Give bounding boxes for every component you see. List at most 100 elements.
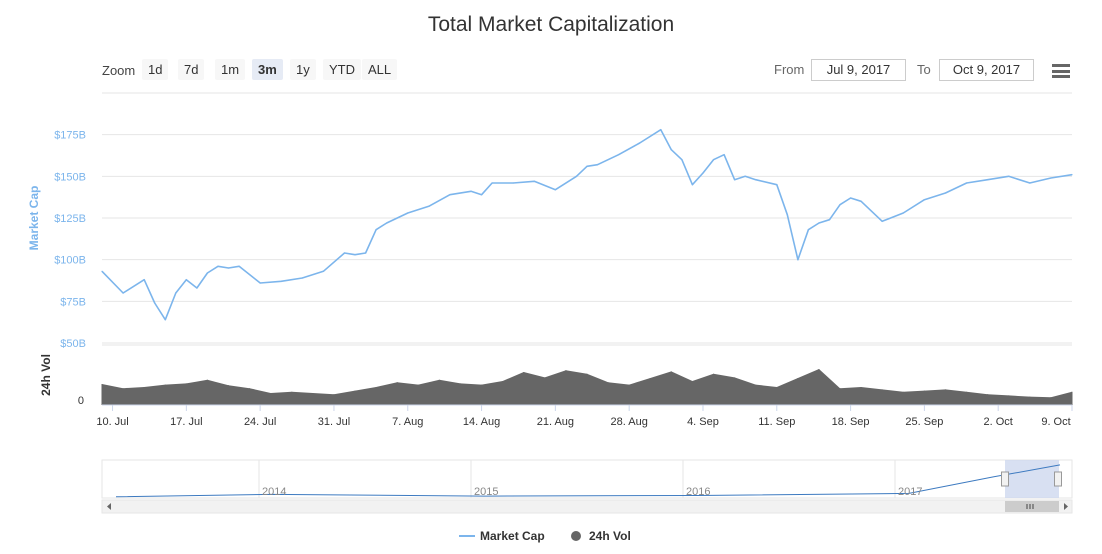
chart-title: Total Market Capitalization — [427, 13, 675, 36]
market-cap-point — [322, 270, 325, 272]
market-cap-point — [185, 279, 187, 281]
navigator-year-label: 2017 — [898, 486, 922, 498]
x-tick-label: 9. Oct — [1041, 416, 1070, 428]
zoom-7d-button[interactable]: 7d — [178, 59, 205, 80]
market-cap-point — [881, 220, 883, 222]
market-cap-point — [1071, 174, 1073, 176]
y-tick-label: $175B — [54, 130, 86, 142]
from-label: From — [774, 62, 805, 77]
volume-axis-title: 24h Vol — [39, 354, 53, 396]
volume-tick-label: 0 — [78, 395, 84, 407]
market-cap-point — [196, 287, 198, 289]
market-cap-point — [480, 194, 483, 196]
navigator-handle[interactable] — [1054, 471, 1062, 487]
market-cap-point — [238, 265, 240, 267]
market-cap-point — [470, 190, 472, 192]
navigator-handle[interactable] — [1001, 471, 1009, 487]
market-cap-point — [786, 214, 788, 216]
zoom-1y-button[interactable]: 1y — [290, 59, 316, 80]
market-cap-point — [944, 192, 947, 194]
market-cap-point — [354, 254, 356, 256]
market-cap-point — [512, 182, 514, 184]
market-cap-point — [259, 282, 261, 284]
market-cap-point — [797, 259, 799, 261]
market-cap-point — [101, 270, 103, 272]
x-tick-label: 2. Oct — [984, 416, 1013, 428]
market-cap-point — [175, 292, 177, 294]
market-cap-point — [987, 179, 989, 181]
market-cap-point — [122, 292, 124, 294]
x-tick-label: 18. Sep — [832, 416, 870, 428]
x-tick-label: 17. Jul — [170, 416, 202, 428]
navigator-year-label: 2014 — [262, 486, 286, 498]
market-cap-point — [691, 184, 694, 186]
market-cap-point — [965, 182, 968, 184]
market-cap-point — [849, 197, 852, 199]
zoom-ytd-button[interactable]: YTD — [323, 59, 361, 80]
y-tick-label: $50B — [60, 338, 86, 350]
x-tick-label: 28. Aug — [611, 416, 648, 428]
from-date-input[interactable]: Jul 9, 2017 — [811, 59, 906, 81]
zoom-1d-button[interactable]: 1d — [142, 59, 169, 80]
market-cap-point — [902, 212, 904, 214]
scrollbar-thumb[interactable] — [1005, 501, 1059, 512]
navigator-year-label: 2016 — [686, 486, 710, 498]
x-tick-label: 14. Aug — [463, 416, 500, 428]
x-tick-label: 4. Sep — [687, 416, 719, 428]
legend-market-cap-label: Market Cap — [480, 529, 545, 543]
zoom-label: Zoom — [102, 63, 136, 78]
hamburger-menu-icon[interactable] — [1052, 64, 1070, 78]
zoom-all-button[interactable]: ALL — [362, 59, 398, 80]
scroll-left-arrow-icon[interactable] — [107, 503, 111, 510]
market-cap-point — [428, 205, 430, 207]
market-cap-point — [860, 200, 862, 202]
market-cap-point — [575, 175, 578, 177]
market-cap-point — [343, 252, 346, 254]
market-cap-point — [491, 182, 493, 184]
market-cap-point — [681, 159, 683, 161]
market-cap-point — [596, 164, 599, 166]
market-cap-point — [301, 277, 303, 279]
market-cap-point — [407, 212, 409, 214]
market-cap-point — [554, 189, 556, 191]
market-cap-point — [280, 280, 282, 282]
x-tick-label: 25. Sep — [905, 416, 943, 428]
market-cap-point — [364, 252, 367, 254]
market-cap-point — [828, 219, 831, 221]
to-date-input[interactable]: Oct 9, 2017 — [939, 59, 1034, 81]
scroll-right-arrow-icon[interactable] — [1064, 503, 1068, 510]
market-cap-point — [744, 175, 746, 177]
legend-volume-symbol — [571, 531, 581, 541]
market-cap-point — [670, 149, 672, 151]
y-tick-label: $100B — [54, 255, 86, 267]
market-cap-point — [755, 179, 757, 181]
navigator-selection — [1005, 460, 1059, 498]
zoom-1m-button[interactable]: 1m — [215, 59, 246, 80]
scrollbar-track — [101, 499, 1073, 514]
market-cap-point — [734, 179, 736, 181]
market-cap-point — [712, 159, 715, 161]
market-cap-point — [143, 279, 145, 281]
market-cap-axis-title: Market Cap — [27, 186, 41, 251]
market-cap-point — [154, 302, 156, 304]
market-cap-point — [818, 222, 820, 224]
market-cap-point — [206, 272, 209, 274]
market-cap-point — [227, 267, 230, 269]
market-cap-point — [375, 229, 377, 231]
x-tick-label: 24. Jul — [244, 416, 276, 428]
market-cap-point — [1029, 182, 1031, 184]
to-label: To — [917, 62, 931, 77]
zoom-3m-button[interactable]: 3m — [252, 59, 283, 80]
market-cap-point — [660, 129, 662, 131]
legend-volume-label: 24h Vol — [589, 529, 631, 543]
x-tick-label: 11. Sep — [758, 416, 795, 428]
navigator-frame — [101, 459, 1073, 499]
y-tick-label: $150B — [54, 171, 86, 183]
x-tick-label: 10. Jul — [96, 416, 128, 428]
market-cap-point — [723, 154, 725, 156]
market-cap-point — [386, 222, 388, 224]
market-cap-point — [217, 265, 219, 267]
market-cap-line — [101, 128, 1073, 321]
x-tick-label: 21. Aug — [537, 416, 574, 428]
